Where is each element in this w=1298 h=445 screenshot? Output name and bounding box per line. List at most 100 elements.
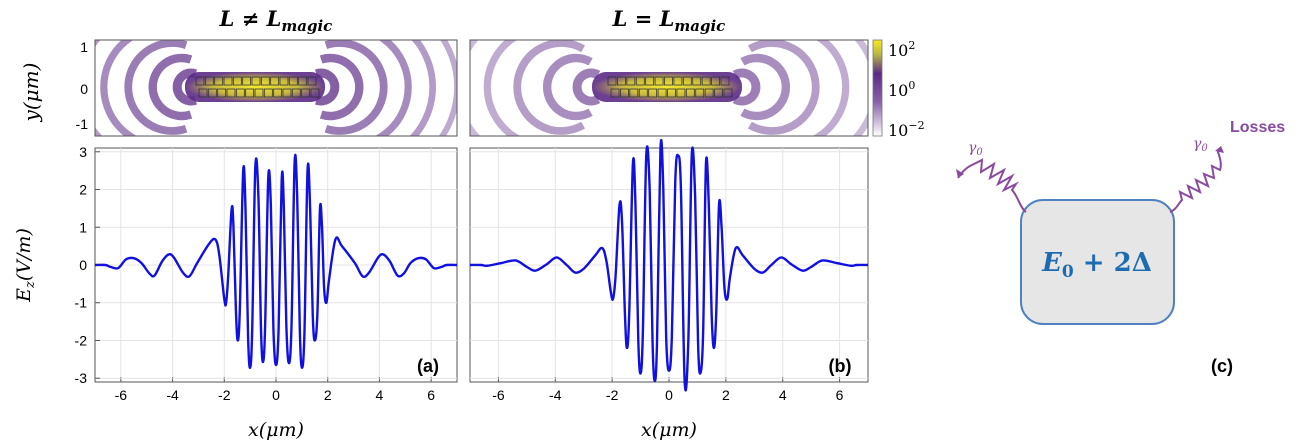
xtick-label: -4 [166,387,179,403]
pillar [654,76,664,86]
pillar [279,76,289,86]
pillar [676,88,686,98]
field-ring [315,68,340,106]
pillar [226,88,236,98]
pillar [617,76,626,86]
field-ring [732,68,761,106]
xlabel-a: x(μm) [248,419,304,441]
panel-a-title: L ≠ Lmagic [219,6,333,35]
gamma-left: γ0 [968,140,983,158]
field-ring [572,68,601,106]
xtick-label: 4 [376,387,384,403]
pillar [214,76,224,86]
colorbar: 102 100 10−2 [872,39,925,140]
colorbar-tick: 10−2 [888,119,925,140]
line-plot-b: -6 -4 -2 0 2 4 6 [469,139,869,403]
panel-a-label: (a) [417,356,439,376]
panel-b-label: (b) [829,356,852,376]
ytick-label: 1 [79,219,87,235]
field-ring [513,40,586,135]
pillar [714,88,723,98]
line-plot-a: -6 -4 -2 0 2 4 6 3 2 1 0 -1 -2 -3 [75,144,458,403]
pillar [695,88,705,98]
pillar [648,88,658,98]
loss-wave-left [957,158,1027,213]
resonator-energy: E0 + 2Δ [1041,248,1152,282]
field-ring [758,40,850,136]
pillar [217,88,227,98]
pillar [254,88,264,98]
pillar [673,76,683,86]
heatmap-a-hotspot [185,72,325,102]
heatmap-ytick: 0 [80,81,88,97]
heatmap-yaxis: 1 0 -1 [76,39,89,132]
pillar [657,88,667,98]
pillar [620,88,629,98]
pillar [629,88,639,98]
heatmap-ytick: -1 [76,116,89,132]
field-ring [324,40,388,135]
loss-arrow-right [1215,146,1224,153]
field-curve [94,153,458,369]
pillar [251,76,261,86]
colorbar-tick: 102 [888,39,915,60]
pillar [704,88,714,98]
field-ring [409,40,436,136]
pillar [245,88,255,98]
xtick-label: 2 [324,387,332,403]
pillar [667,88,676,98]
pillar [711,76,720,86]
pillar [307,76,317,86]
resonator-diagram: E0 + 2Δ γ0 γ0 Losses (c) [956,119,1285,376]
pillar [701,76,711,86]
ytick-label: -3 [75,370,88,386]
colorbar-tick: 100 [888,79,915,100]
heatmap-a [95,40,457,136]
panel-b-title: L = Lmagic [612,6,726,35]
pillar [270,76,280,86]
pillar [635,76,645,86]
pillar [260,76,270,86]
gamma-right: γ0 [1193,136,1208,154]
heatmap-ylabel: y(μm) [19,63,43,123]
ytick-label: -1 [75,295,88,311]
pillar [638,88,648,98]
xtick-label: -2 [218,387,231,403]
resonator-box [1020,199,1175,325]
xtick-label: -2 [606,387,619,403]
pillar [685,88,695,98]
field-ring [148,53,193,121]
pillar [198,88,208,98]
xtick-label: 6 [836,387,844,403]
field-ring [374,40,412,136]
pillar [664,76,673,86]
loss-arrow-left [956,169,964,178]
heatmap-ytick: 1 [80,39,88,55]
field-ring [542,53,593,121]
pillar [282,88,292,98]
pillar [298,76,308,86]
pillar [645,76,655,86]
pillar [232,76,242,86]
pillar [682,76,692,86]
xtick-label: -6 [492,387,505,403]
pillar [207,88,217,98]
pillar [607,76,617,86]
ytick-label: 0 [79,257,87,273]
field-ring [100,40,138,136]
xtick-label: 0 [272,387,280,403]
xtick-label: -6 [115,387,128,403]
pillar [235,88,245,98]
xtick-label: 0 [665,387,673,403]
pillar [204,76,214,86]
ytick-label: 3 [79,144,87,160]
pillar [291,88,301,98]
pillar [720,76,730,86]
pillar [273,88,283,98]
ytick-label: -2 [75,332,88,348]
ytick-label: 2 [79,182,87,198]
heatmap-b [470,40,868,136]
panel-c-label: (c) [1211,356,1233,376]
pillar [310,88,320,98]
